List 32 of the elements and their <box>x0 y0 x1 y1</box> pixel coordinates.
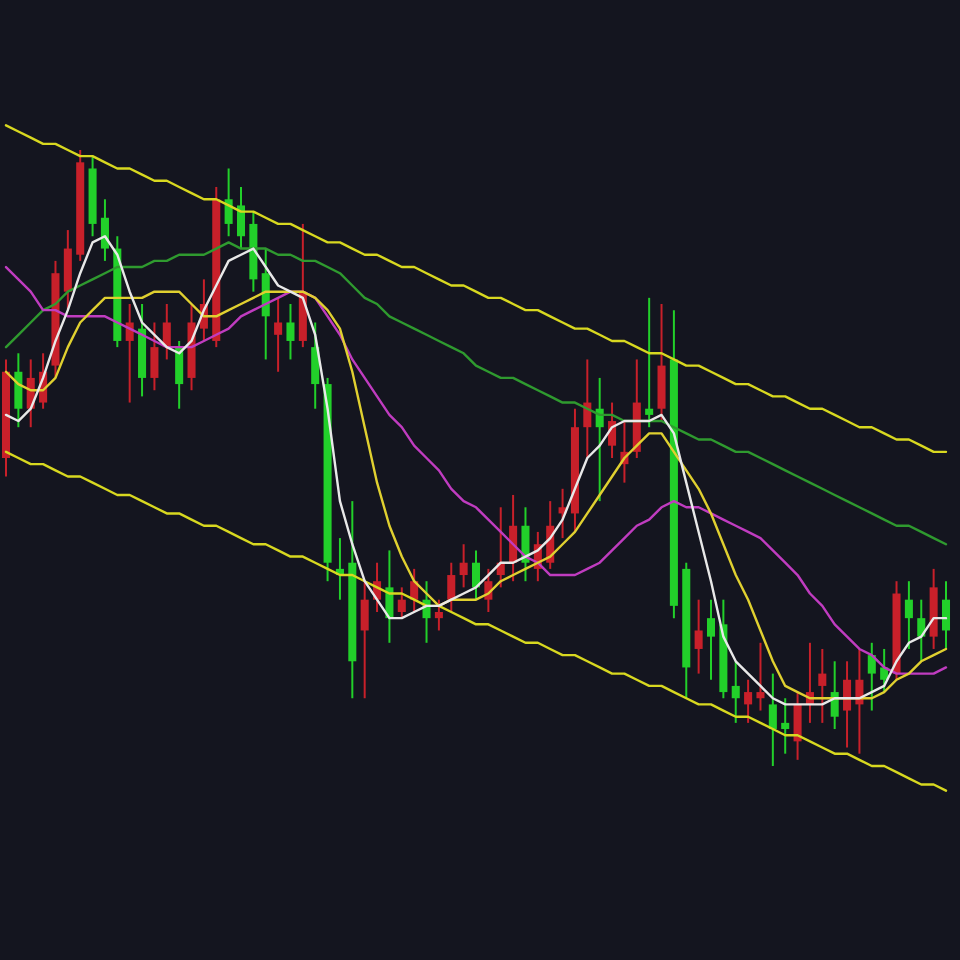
candlestick <box>447 561 456 613</box>
candlestick <box>731 660 740 724</box>
candlestick <box>471 549 481 601</box>
candlestick <box>162 303 171 361</box>
candlestick <box>706 598 716 681</box>
candlestick <box>917 598 926 663</box>
candlestick <box>645 296 654 429</box>
candlestick <box>434 598 443 632</box>
candlestick <box>150 321 159 392</box>
candlestick <box>904 580 913 650</box>
candlestick <box>397 586 406 620</box>
candlestick <box>274 296 283 373</box>
candlestick <box>880 647 889 694</box>
candlestick <box>63 229 72 312</box>
candlestick <box>818 647 827 724</box>
candlestick <box>236 185 246 250</box>
candlestick <box>756 641 765 712</box>
candlestick <box>694 598 703 675</box>
candlestick <box>286 303 295 361</box>
candlestick <box>867 641 876 712</box>
candlestick <box>14 352 23 429</box>
candlestick <box>768 672 777 767</box>
candlestick <box>830 660 839 731</box>
candlestick <box>311 321 320 410</box>
candlestick <box>224 167 233 238</box>
candlestick <box>360 580 369 700</box>
candlestick <box>843 660 852 749</box>
candlestick <box>744 678 753 724</box>
candlestick <box>941 580 951 650</box>
candlestick <box>781 697 790 755</box>
candlestick <box>459 543 468 589</box>
candlestick <box>657 303 666 423</box>
